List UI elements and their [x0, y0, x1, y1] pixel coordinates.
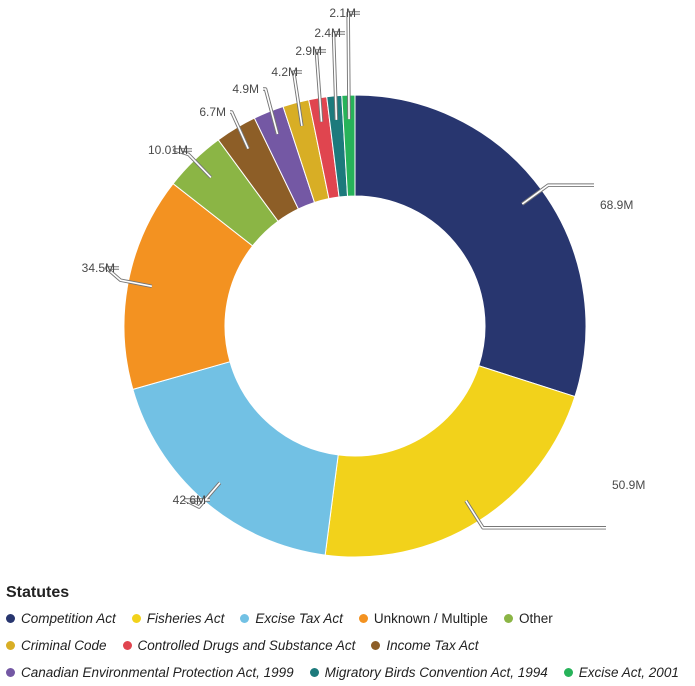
legend-label: Excise Tax Act [255, 611, 343, 626]
legend-swatch-icon [6, 668, 15, 677]
legend-swatch-icon [131, 614, 141, 623]
leader-lines [104, 11, 606, 530]
leader-line-fisheries-act [465, 500, 606, 529]
legend-row: Canadian Environmental Protection Act, 1… [6, 659, 695, 686]
legend-item-controlled-drugs-and-substance-act[interactable]: Controlled Drugs and Substance Act [122, 638, 356, 653]
legend-row: Criminal Code Controlled Drugs and Substa… [6, 632, 695, 659]
leader-line-income-tax-act [230, 111, 249, 149]
slice-excise-tax-act[interactable] [132, 361, 339, 556]
legend-item-canadian-environmental-protection-act-1999[interactable]: Canadian Environmental Protection Act, 1… [6, 665, 294, 680]
data-label-canadian-environmental-protection-act-1999: 4.9M [232, 82, 259, 96]
leader-line-unknown-multiple [105, 267, 152, 288]
legend-label: Canadian Environmental Protection Act, 1… [21, 665, 294, 680]
slice-competition-act[interactable] [354, 94, 587, 398]
data-label-other: 10.01M [148, 143, 188, 157]
legend-item-income-tax-act[interactable]: Income Tax Act [371, 638, 478, 653]
legend-swatch-icon [309, 668, 319, 677]
slice-unknown-multiple[interactable] [123, 182, 254, 391]
legend-swatch-icon [503, 614, 513, 623]
legend-row: Competition Act Fisheries Act Excise Tax A… [6, 605, 695, 632]
legend-swatch-icon [240, 614, 250, 623]
legend-label: Criminal Code [21, 638, 107, 653]
leader-line-canadian-environmental-protection-act-1999 [263, 88, 279, 135]
legend-swatch-icon [6, 614, 15, 623]
data-label-fisheries-act: 50.9M [612, 478, 645, 492]
legend-item-excise-act-2001[interactable]: Excise Act, 2001 [563, 665, 679, 680]
data-label-unknown-multiple: 34.5M [82, 261, 115, 275]
legend-label: Controlled Drugs and Substance Act [137, 638, 356, 653]
legend-label: Other [518, 611, 553, 626]
legend-rows: Competition Act Fisheries Act Excise Tax A… [6, 605, 695, 686]
legend-title: Statutes [6, 584, 70, 601]
data-label-excise-tax-act: 42.6M [173, 493, 206, 507]
leader-line-criminal-code [292, 71, 303, 127]
legend-label: Migratory Birds Convention Act, 1994 [324, 665, 548, 680]
legend-label: Unknown / Multiple [373, 611, 488, 626]
legend-item-criminal-code[interactable]: Criminal Code [6, 638, 107, 653]
leader-line-other [173, 149, 212, 178]
data-label-criminal-code: 4.2M [271, 65, 298, 79]
legend-label: Excise Act, 2001 [578, 665, 679, 680]
data-label-excise-act-2001: 2.1M [329, 6, 356, 20]
legend: Statutes Competition Act Fisheries Act Exc… [6, 584, 695, 686]
data-label-migratory-birds-convention-act-1994: 2.4M [314, 26, 341, 40]
legend-label: Income Tax Act [386, 638, 479, 653]
legend-swatch-icon [563, 668, 573, 677]
legend-swatch-icon [358, 614, 368, 623]
legend-item-migratory-birds-convention-act-1994[interactable]: Migratory Birds Convention Act, 1994 [309, 665, 548, 680]
donut-chart: 68.9M 50.9M 42.6M 34.5M 10.01M 6.7M 4.9M 4.2M 2.… [82, 6, 646, 558]
leader-line-migratory-birds-convention-act-1994 [332, 32, 345, 120]
leader-line-controlled-drugs-and-substance-act [315, 50, 326, 122]
legend-label: Competition Act [21, 611, 116, 626]
legend-swatch-icon [122, 641, 132, 650]
legend-item-excise-tax-act[interactable]: Excise Tax Act [240, 611, 343, 626]
leader-line-excise-tax-act [184, 482, 221, 508]
leader-line-competition-act [521, 184, 594, 205]
data-label-competition-act: 68.9M [600, 198, 633, 212]
legend-item-fisheries-act[interactable]: Fisheries Act [131, 611, 225, 626]
legend-item-unknown-multiple[interactable]: Unknown / Multiple [358, 611, 488, 626]
legend-item-competition-act[interactable]: Competition Act [6, 611, 116, 626]
data-label-income-tax-act: 6.7M [199, 105, 226, 119]
leader-line-excise-act-2001 [347, 12, 360, 120]
legend-item-other[interactable]: Other [503, 611, 553, 626]
legend-swatch-icon [371, 641, 381, 650]
donut-slices [123, 94, 587, 558]
data-labels: 68.9M 50.9M 42.6M 34.5M 10.01M 6.7M 4.9M 4.2M 2.… [82, 6, 646, 507]
slice-fisheries-act[interactable] [324, 365, 576, 558]
slice-excise-act-2001[interactable] [341, 94, 356, 197]
legend-swatch-icon [6, 641, 15, 650]
legend-label: Fisheries Act [146, 611, 225, 626]
data-label-controlled-drugs-and-substance-act: 2.9M [295, 44, 322, 58]
